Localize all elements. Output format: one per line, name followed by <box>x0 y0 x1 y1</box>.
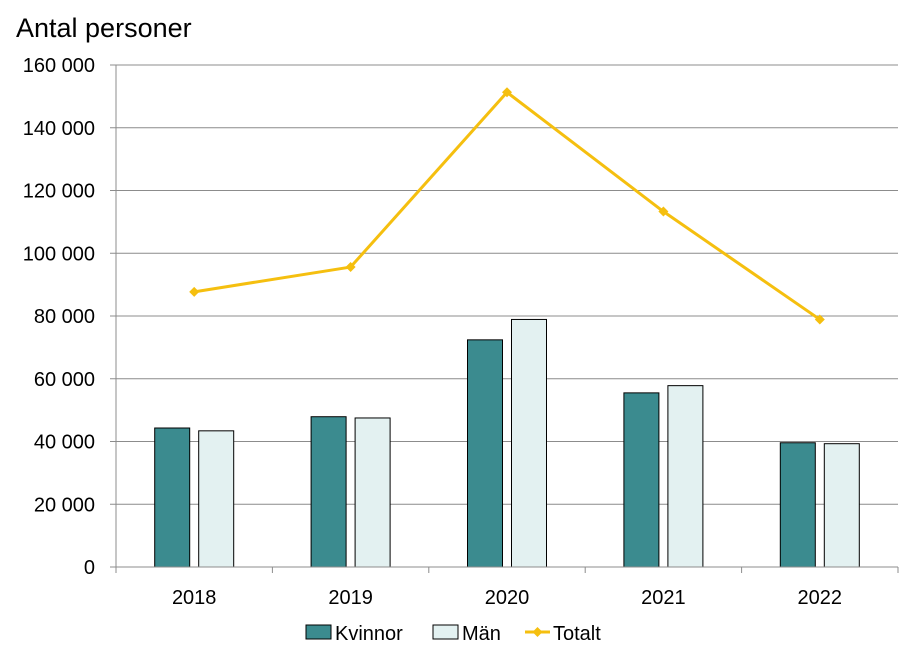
line-point <box>189 286 200 297</box>
legend-label: Kvinnor <box>335 623 403 645</box>
bar-kvinnor-2019 <box>310 416 347 568</box>
x-tick-labels: 2018 2019 2020 2021 2022 <box>172 587 842 609</box>
bar-m-n-2019 <box>354 417 391 568</box>
y-tick-label: 100 000 <box>23 243 95 265</box>
legend-swatch <box>305 624 332 640</box>
line-point <box>658 206 669 217</box>
line-point <box>814 314 825 325</box>
y-tick-label: 0 <box>84 557 95 579</box>
bar-kvinnor-2022 <box>779 442 816 568</box>
legend: Kvinnor Män Totalt <box>305 623 601 645</box>
line-totalt <box>193 90 821 321</box>
y-tick-label: 160 000 <box>23 55 95 77</box>
x-tick-label: 2018 <box>172 587 217 609</box>
x-tick-label: 2020 <box>485 587 530 609</box>
x-tick-label: 2022 <box>798 587 843 609</box>
y-tick-labels: 0 20 000 40 000 60 000 80 000 100 000 120 000 1… <box>23 55 95 579</box>
y-tick-label: 40 000 <box>34 432 95 454</box>
y-tick-label: 60 000 <box>34 369 95 391</box>
bar-m-n-2018 <box>198 430 235 568</box>
legend-marker <box>532 627 543 637</box>
bar-m-n-2021 <box>667 385 704 568</box>
legend-swatch <box>432 624 459 640</box>
total-line <box>189 87 825 325</box>
legend-label: Totalt <box>553 623 601 645</box>
y-tick-label: 120 000 <box>23 181 95 203</box>
bar-kvinnor-2021 <box>623 392 660 568</box>
x-tick-label: 2019 <box>328 587 373 609</box>
bars <box>154 318 860 568</box>
bar-m-n-2020 <box>511 318 547 568</box>
bar-kvinnor-2018 <box>154 427 191 568</box>
y-tick-label: 20 000 <box>34 494 95 516</box>
bar-m-n-2022 <box>823 443 860 568</box>
legend-label: Män <box>462 623 501 645</box>
gridlines <box>116 64 898 505</box>
y-axis-label: Antal personer <box>16 13 192 43</box>
y-tick-label: 140 000 <box>23 118 95 140</box>
line-point <box>345 262 356 273</box>
axes <box>110 64 899 573</box>
y-tick-label: 80 000 <box>34 306 95 328</box>
line-point <box>502 87 512 98</box>
x-tick-label: 2021 <box>641 587 686 609</box>
bar-kvinnor-2020 <box>467 339 503 568</box>
